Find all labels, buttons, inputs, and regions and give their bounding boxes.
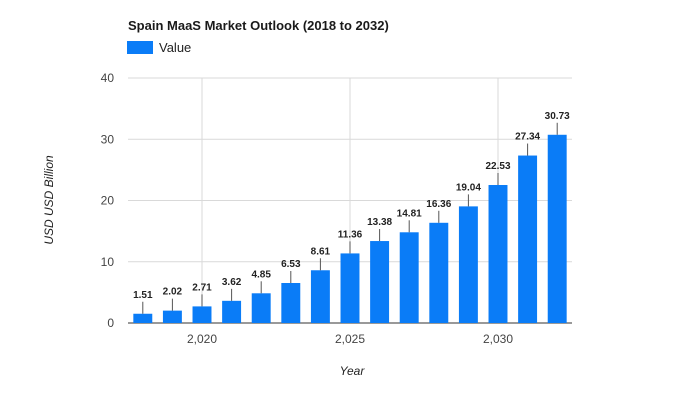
x-axis-title: Year bbox=[340, 364, 366, 378]
x-tick-label: 2,020 bbox=[187, 332, 217, 346]
data-label-2019: 2.02 bbox=[163, 287, 183, 298]
data-label-2021: 3.62 bbox=[222, 277, 242, 288]
y-tick-label: 30 bbox=[101, 132, 115, 146]
data-label-2031: 27.34 bbox=[515, 132, 540, 143]
y-axis: 0 10 20 30 40 bbox=[101, 71, 115, 330]
bar-2018 bbox=[133, 313, 153, 323]
bar-2023 bbox=[281, 283, 301, 323]
y-tick-label: 20 bbox=[101, 194, 115, 208]
legend-label-value: Value bbox=[159, 40, 191, 55]
data-label-2026: 13.38 bbox=[367, 217, 392, 228]
bar-2032 bbox=[547, 134, 567, 323]
data-labels: 1.51 2.02 2.71 3.62 4.85 6.53 8.61 11.36 13.38 14… bbox=[133, 111, 570, 314]
x-axis: 2,020 2,025 2,030 bbox=[187, 332, 513, 346]
bar-2029 bbox=[458, 206, 478, 323]
data-label-2020: 2.71 bbox=[192, 282, 212, 293]
x-tick-label: 2,025 bbox=[335, 332, 365, 346]
chart-title: Spain MaaS Market Outlook (2018 to 2032) bbox=[128, 18, 389, 33]
data-label-2029: 19.04 bbox=[456, 182, 481, 193]
bar-2021 bbox=[222, 300, 242, 323]
y-tick-label: 40 bbox=[101, 71, 115, 85]
data-label-2023: 6.53 bbox=[281, 259, 301, 270]
legend: Value bbox=[127, 40, 191, 55]
bar-2024 bbox=[310, 270, 330, 323]
data-label-2032: 30.73 bbox=[545, 111, 570, 122]
bar-2019 bbox=[162, 310, 182, 323]
bar-2028 bbox=[429, 222, 449, 323]
data-label-2024: 8.61 bbox=[311, 246, 331, 257]
legend-swatch-value bbox=[127, 41, 153, 54]
data-label-2027: 14.81 bbox=[397, 208, 422, 219]
data-label-2030: 22.53 bbox=[485, 161, 510, 172]
bar-2027 bbox=[399, 232, 419, 323]
data-label-2018: 1.51 bbox=[133, 290, 153, 301]
data-label-2028: 16.36 bbox=[426, 199, 451, 210]
data-label-2025: 11.36 bbox=[338, 229, 363, 240]
y-tick-label: 10 bbox=[101, 255, 115, 269]
y-axis-title: USD USD Billion bbox=[42, 155, 56, 245]
y-tick-label: 0 bbox=[107, 316, 114, 330]
bar-2031 bbox=[518, 155, 538, 323]
bar-2025 bbox=[340, 253, 360, 323]
bar-2026 bbox=[370, 241, 390, 323]
bar-2022 bbox=[251, 293, 271, 323]
bar-2020 bbox=[192, 306, 212, 323]
x-tick-label: 2,030 bbox=[483, 332, 513, 346]
bars bbox=[133, 134, 567, 323]
data-label-2022: 4.85 bbox=[251, 269, 271, 280]
bar-2030 bbox=[488, 185, 508, 323]
